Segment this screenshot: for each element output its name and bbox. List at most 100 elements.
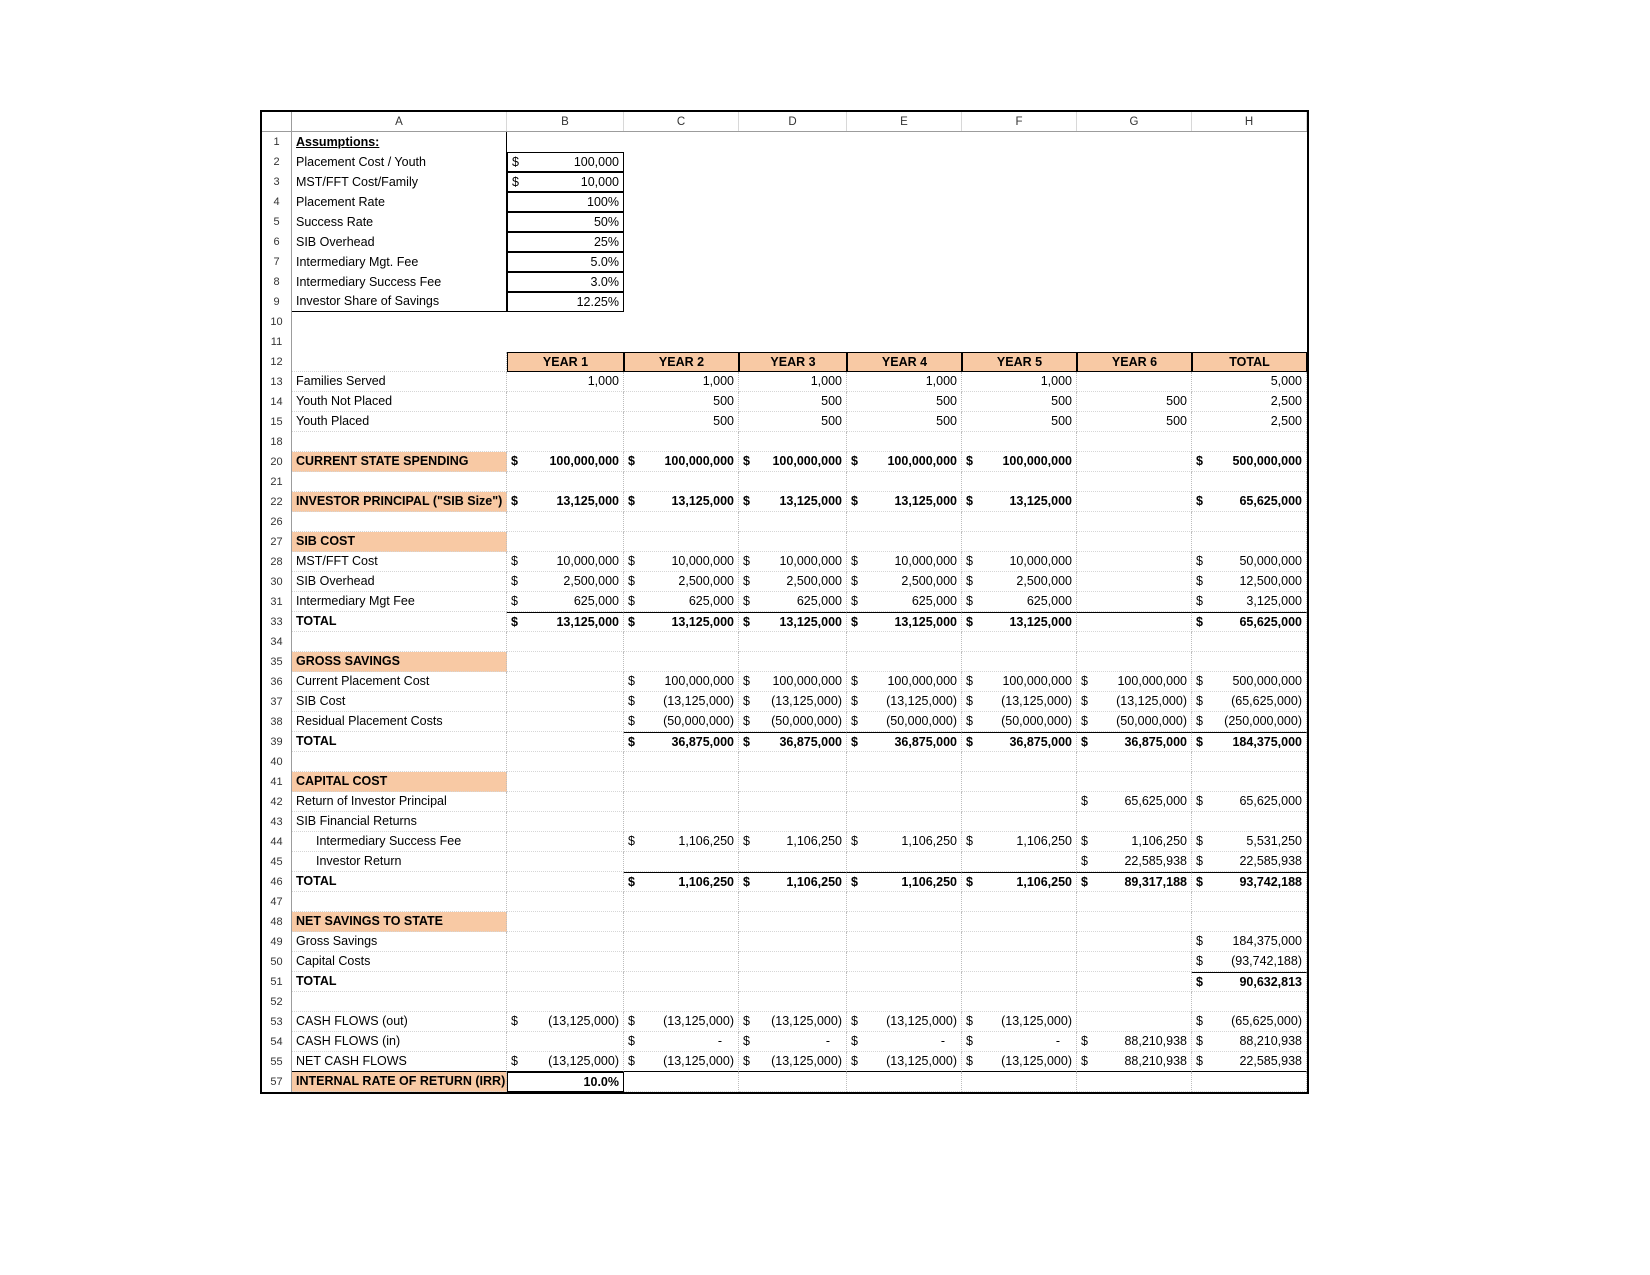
- cell-C9[interactable]: [624, 292, 739, 312]
- cell-D21[interactable]: [739, 472, 847, 492]
- cell-D38[interactable]: $ (50,000,000): [739, 712, 847, 732]
- cell-A49[interactable]: Gross Savings: [292, 932, 507, 952]
- cell-C39[interactable]: $36,875,000: [624, 732, 739, 752]
- cell-F38[interactable]: $ (50,000,000): [962, 712, 1077, 732]
- cell-F33[interactable]: $13,125,000: [962, 612, 1077, 632]
- cell-H55[interactable]: $22,585,938: [1192, 1052, 1307, 1072]
- row-header-6[interactable]: 6: [262, 232, 292, 252]
- cell-G30[interactable]: [1077, 572, 1192, 592]
- cell-G11[interactable]: [1077, 332, 1192, 352]
- cell-E22[interactable]: $13,125,000: [847, 492, 962, 512]
- cell-A42[interactable]: Return of Investor Principal: [292, 792, 507, 812]
- cell-H39[interactable]: $184,375,000: [1192, 732, 1307, 752]
- cell-G40[interactable]: [1077, 752, 1192, 772]
- cell-A35[interactable]: GROSS SAVINGS: [292, 652, 507, 672]
- cell-F42[interactable]: [962, 792, 1077, 812]
- column-header-F[interactable]: F: [962, 112, 1077, 131]
- cell-F30[interactable]: $2,500,000: [962, 572, 1077, 592]
- column-header-G[interactable]: G: [1077, 112, 1192, 131]
- cell-E27[interactable]: [847, 532, 962, 552]
- cell-A11[interactable]: [292, 332, 507, 352]
- cell-B18[interactable]: [507, 432, 624, 452]
- cell-G22[interactable]: [1077, 492, 1192, 512]
- cell-E6[interactable]: [847, 232, 962, 252]
- cell-D26[interactable]: [739, 512, 847, 532]
- cell-F2[interactable]: [962, 152, 1077, 172]
- cell-B48[interactable]: [507, 912, 624, 932]
- row-header-55[interactable]: 55: [262, 1052, 292, 1072]
- cell-H41[interactable]: [1192, 772, 1307, 792]
- cell-E37[interactable]: $ (13,125,000): [847, 692, 962, 712]
- cell-A30[interactable]: SIB Overhead: [292, 572, 507, 592]
- cell-H6[interactable]: [1192, 232, 1307, 252]
- cell-C15[interactable]: 500: [624, 412, 739, 432]
- cell-A54[interactable]: CASH FLOWS (in): [292, 1032, 507, 1052]
- cell-H43[interactable]: [1192, 812, 1307, 832]
- cell-C52[interactable]: [624, 992, 739, 1012]
- cell-B31[interactable]: $625,000: [507, 592, 624, 612]
- cell-B45[interactable]: [507, 852, 624, 872]
- cell-F31[interactable]: $625,000: [962, 592, 1077, 612]
- cell-E13[interactable]: 1,000: [847, 372, 962, 392]
- cell-H50[interactable]: $ (93,742,188): [1192, 952, 1307, 972]
- cell-B40[interactable]: [507, 752, 624, 772]
- cell-E10[interactable]: [847, 312, 962, 332]
- cell-E50[interactable]: [847, 952, 962, 972]
- cell-G50[interactable]: [1077, 952, 1192, 972]
- cell-C31[interactable]: $625,000: [624, 592, 739, 612]
- cell-H45[interactable]: $22,585,938: [1192, 852, 1307, 872]
- cell-C4[interactable]: [624, 192, 739, 212]
- cell-F11[interactable]: [962, 332, 1077, 352]
- cell-E12[interactable]: YEAR 4: [847, 352, 962, 372]
- cell-A7[interactable]: Intermediary Mgt. Fee: [292, 252, 507, 272]
- cell-E44[interactable]: $1,106,250: [847, 832, 962, 852]
- cell-G39[interactable]: $36,875,000: [1077, 732, 1192, 752]
- row-header-5[interactable]: 5: [262, 212, 292, 232]
- cell-H12[interactable]: TOTAL: [1192, 352, 1307, 372]
- cell-C6[interactable]: [624, 232, 739, 252]
- cell-D45[interactable]: [739, 852, 847, 872]
- cell-E49[interactable]: [847, 932, 962, 952]
- cell-F4[interactable]: [962, 192, 1077, 212]
- cell-B42[interactable]: [507, 792, 624, 812]
- cell-F15[interactable]: 500: [962, 412, 1077, 432]
- cell-F5[interactable]: [962, 212, 1077, 232]
- cell-E45[interactable]: [847, 852, 962, 872]
- cell-E9[interactable]: [847, 292, 962, 312]
- cell-D54[interactable]: $ -: [739, 1032, 847, 1052]
- row-header-21[interactable]: 21: [262, 472, 292, 492]
- cell-B6[interactable]: 25%: [507, 232, 624, 252]
- cell-A34[interactable]: [292, 632, 507, 652]
- cell-A20[interactable]: CURRENT STATE SPENDING: [292, 452, 507, 472]
- cell-G47[interactable]: [1077, 892, 1192, 912]
- cell-A6[interactable]: SIB Overhead: [292, 232, 507, 252]
- cell-B41[interactable]: [507, 772, 624, 792]
- row-header-28[interactable]: 28: [262, 552, 292, 572]
- cell-H49[interactable]: $184,375,000: [1192, 932, 1307, 952]
- cell-C14[interactable]: 500: [624, 392, 739, 412]
- row-header-33[interactable]: 33: [262, 612, 292, 632]
- cell-H7[interactable]: [1192, 252, 1307, 272]
- row-header-47[interactable]: 47: [262, 892, 292, 912]
- cell-B55[interactable]: $ (13,125,000): [507, 1052, 624, 1072]
- row-header-54[interactable]: 54: [262, 1032, 292, 1052]
- cell-F35[interactable]: [962, 652, 1077, 672]
- cell-H2[interactable]: [1192, 152, 1307, 172]
- cell-D51[interactable]: [739, 972, 847, 992]
- cell-E55[interactable]: $ (13,125,000): [847, 1052, 962, 1072]
- cell-A51[interactable]: TOTAL: [292, 972, 507, 992]
- cell-E7[interactable]: [847, 252, 962, 272]
- cell-H54[interactable]: $88,210,938: [1192, 1032, 1307, 1052]
- row-header-30[interactable]: 30: [262, 572, 292, 592]
- row-header-22[interactable]: 22: [262, 492, 292, 512]
- cell-F13[interactable]: 1,000: [962, 372, 1077, 392]
- cell-D44[interactable]: $1,106,250: [739, 832, 847, 852]
- cell-B26[interactable]: [507, 512, 624, 532]
- cell-D8[interactable]: [739, 272, 847, 292]
- cell-A15[interactable]: Youth Placed: [292, 412, 507, 432]
- cell-B30[interactable]: $2,500,000: [507, 572, 624, 592]
- cell-E42[interactable]: [847, 792, 962, 812]
- cell-E46[interactable]: $1,106,250: [847, 872, 962, 892]
- cell-H36[interactable]: $500,000,000: [1192, 672, 1307, 692]
- cell-H44[interactable]: $5,531,250: [1192, 832, 1307, 852]
